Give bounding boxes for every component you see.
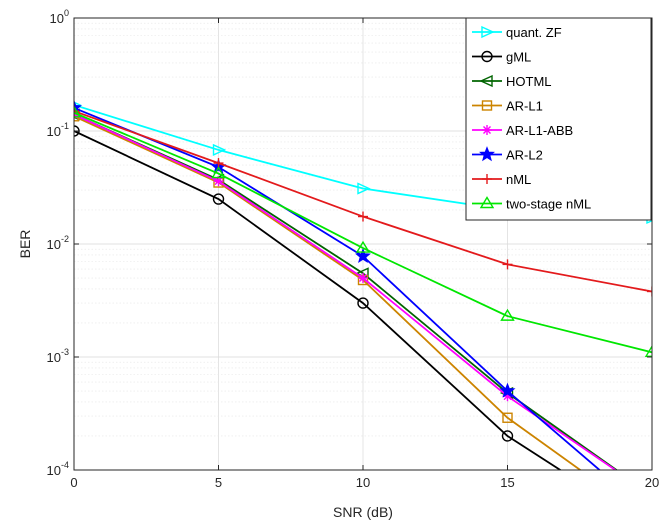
x-axis-label: SNR (dB) <box>333 504 393 520</box>
series-nml <box>74 106 652 297</box>
data-point-marker <box>647 286 652 297</box>
legend-label: AR-L1-ABB <box>506 123 573 138</box>
legend-entry: gML <box>472 50 531 65</box>
data-point-marker <box>212 143 227 157</box>
data-point-marker <box>500 308 515 321</box>
series-two-stage-nml <box>74 105 652 358</box>
legend: quant. ZF gML HOTML AR-L1 AR-L1-ABB AR-L2 nML t… <box>465 17 652 221</box>
legend-entry: HOTML <box>472 74 552 89</box>
data-point-marker <box>501 430 514 442</box>
data-point-marker <box>482 125 492 135</box>
data-point-marker <box>481 100 493 111</box>
legend-label: HOTML <box>506 74 552 89</box>
data-point-marker <box>482 174 492 184</box>
legend-label: two-stage nML <box>506 197 591 212</box>
series-line <box>74 130 562 470</box>
legend-label: nML <box>506 172 531 187</box>
data-point-marker <box>502 412 513 423</box>
legend-entry: quant. ZF <box>472 25 562 40</box>
data-point-marker <box>74 105 82 118</box>
series-line <box>74 111 652 354</box>
legend-entry: nML <box>472 172 531 187</box>
data-point-marker <box>357 297 369 309</box>
legend-label: gML <box>506 50 531 65</box>
data-point-marker <box>355 247 371 263</box>
y-tick-label: 100 <box>50 8 69 26</box>
data-point-marker <box>355 240 371 253</box>
x-tick-label: 20 <box>645 475 659 490</box>
legend-box <box>465 17 652 221</box>
y-tick-label: 10-2 <box>47 234 69 252</box>
legend-label: AR-L2 <box>506 148 543 163</box>
y-tick-label: 10-3 <box>47 347 69 365</box>
data-point-marker <box>479 74 493 88</box>
legend-label: quant. ZF <box>506 25 562 40</box>
data-point-marker <box>479 196 495 209</box>
ticks: 0 5 10 15 20 100 10-1 10-2 10-3 10-4 <box>47 8 660 490</box>
legend-entry: AR-L1-ABB <box>472 123 573 138</box>
legend-entry: AR-L1 <box>472 99 543 114</box>
data-point-marker <box>212 193 225 205</box>
y-axis-label: BER <box>17 230 33 259</box>
data-point-marker <box>358 273 368 284</box>
data-point-marker <box>357 182 371 195</box>
data-point-marker <box>481 50 493 63</box>
data-point-marker <box>479 146 495 162</box>
data-point-marker <box>502 259 513 270</box>
legend-entry: two-stage nML <box>472 196 591 212</box>
data-point-marker <box>358 211 368 222</box>
x-tick-label: 15 <box>500 475 514 490</box>
x-tick-label: 10 <box>356 475 370 490</box>
data-point-marker <box>499 382 516 398</box>
y-tick-label: 10-1 <box>47 121 69 139</box>
legend-label: AR-L1 <box>506 99 543 114</box>
data-point-marker <box>644 344 652 358</box>
data-point-marker <box>481 25 495 39</box>
x-tick-label: 0 <box>70 475 77 490</box>
data-point-marker <box>211 166 226 179</box>
x-tick-label: 5 <box>215 475 222 490</box>
legend-entry: AR-L2 <box>472 146 543 163</box>
y-tick-label: 10-4 <box>47 460 69 478</box>
